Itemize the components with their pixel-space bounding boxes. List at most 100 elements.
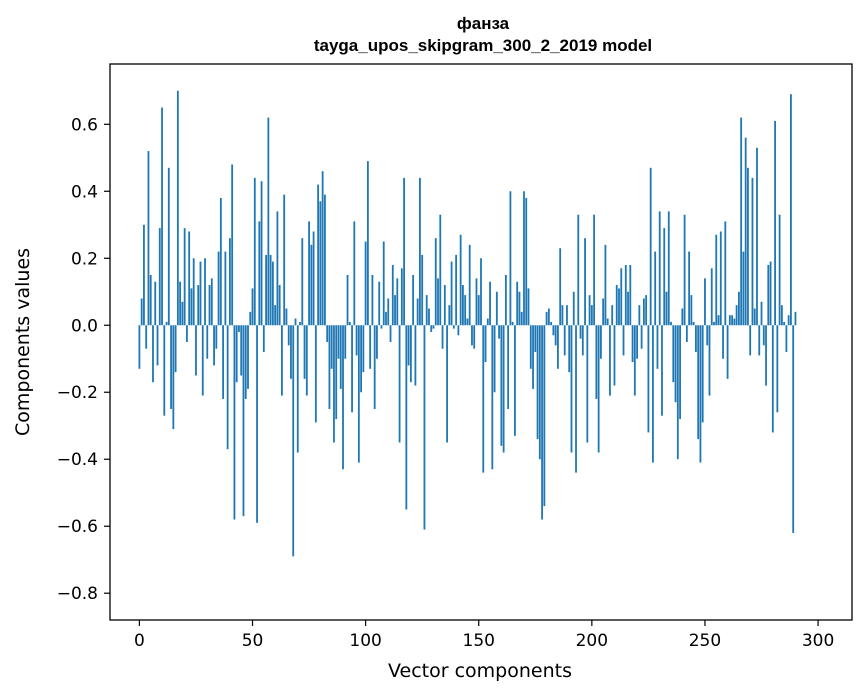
- bar-246: [695, 325, 697, 353]
- bar-180: [545, 311, 548, 326]
- bar-86: [333, 325, 335, 443]
- bar-169: [520, 311, 523, 326]
- bar-149: [475, 278, 478, 326]
- bar-150: [477, 295, 480, 326]
- bar-218: [631, 325, 634, 363]
- bar-45: [240, 325, 243, 376]
- bar-184: [554, 325, 557, 346]
- bar-284: [780, 305, 783, 326]
- bar-240: [681, 308, 684, 326]
- bar-106: [378, 281, 381, 326]
- bar-14: [170, 325, 172, 409]
- bar-90: [342, 325, 344, 470]
- bar-215: [624, 264, 627, 326]
- bar-100: [364, 241, 367, 326]
- bar-138: [450, 261, 453, 326]
- bar-58: [269, 254, 272, 326]
- bar-238: [676, 325, 679, 460]
- bar-261: [728, 315, 731, 326]
- bar-250: [704, 278, 706, 326]
- bar-206: [604, 244, 607, 326]
- bar-132: [437, 278, 439, 326]
- bar-118: [405, 325, 408, 510]
- bar-152: [482, 325, 485, 473]
- bar-89: [339, 325, 342, 389]
- bar-252: [708, 325, 711, 396]
- bar-233: [665, 291, 668, 326]
- bar-135: [443, 285, 446, 326]
- bar-127: [425, 295, 428, 326]
- bar-101: [366, 161, 369, 326]
- bar-223: [642, 298, 645, 326]
- bar-61: [276, 211, 279, 326]
- bar-286: [785, 325, 788, 353]
- bar-120: [409, 325, 412, 383]
- bar-208: [609, 325, 611, 396]
- bar-140: [455, 254, 458, 326]
- bar-245: [692, 321, 695, 326]
- bar-248: [699, 325, 702, 463]
- bar-260: [726, 325, 729, 379]
- bar-40: [228, 238, 231, 326]
- bar-33: [213, 325, 215, 366]
- bar-278: [767, 264, 770, 326]
- bar-95: [353, 221, 356, 326]
- bar-28: [201, 325, 204, 396]
- bar-243: [688, 251, 691, 326]
- bar-16: [174, 325, 177, 373]
- bar-232: [663, 228, 666, 326]
- bar-84: [328, 325, 331, 409]
- bar-241: [683, 214, 686, 326]
- bar-173: [529, 325, 532, 369]
- bar-76: [310, 244, 313, 326]
- bar-20: [183, 228, 186, 326]
- bar-156: [491, 325, 494, 470]
- bar-64: [283, 194, 286, 326]
- bar-237: [674, 325, 677, 403]
- x-axis-label: Vector components: [388, 660, 572, 682]
- bar-43: [235, 325, 238, 383]
- bar-231: [661, 325, 663, 416]
- bar-211: [615, 285, 618, 326]
- bar-142: [459, 234, 462, 326]
- bar-52: [256, 325, 258, 523]
- bar-179: [543, 325, 546, 507]
- bar-270: [749, 325, 752, 356]
- bar-276: [762, 325, 765, 346]
- bar-65: [285, 308, 288, 326]
- bar-110: [387, 298, 390, 326]
- chart-subtitle: tayga_upos_skipgram_300_2_2019 model: [314, 36, 652, 55]
- bar-23: [190, 288, 193, 326]
- bar-78: [314, 325, 317, 423]
- bar-113: [394, 295, 396, 326]
- bar-32: [210, 278, 213, 326]
- bar-2: [143, 224, 145, 326]
- bars-group: [138, 90, 797, 557]
- bar-60: [274, 305, 277, 326]
- bar-36: [219, 197, 222, 326]
- bar-221: [638, 305, 641, 326]
- bar-257: [719, 231, 722, 326]
- bar-73: [303, 325, 306, 379]
- bar-262: [731, 315, 734, 326]
- bar-273: [756, 147, 758, 326]
- bar-37: [222, 325, 225, 399]
- y-tick-label: −0.6: [57, 517, 98, 537]
- bar-204: [599, 325, 602, 359]
- bar-244: [690, 295, 693, 326]
- bar-119: [407, 325, 410, 366]
- bar-192: [572, 291, 575, 326]
- bar-22: [188, 231, 191, 326]
- bar-30: [206, 325, 209, 359]
- bar-145: [466, 318, 469, 326]
- bar-7: [154, 281, 157, 326]
- bar-200: [590, 305, 593, 326]
- chart-title: фанза: [457, 14, 510, 33]
- bar-259: [724, 221, 727, 326]
- bar-167: [516, 281, 519, 326]
- bar-182: [550, 321, 553, 326]
- bar-54: [260, 181, 263, 326]
- bar-288: [790, 94, 792, 326]
- bar-275: [760, 301, 763, 326]
- bar-190: [568, 325, 571, 373]
